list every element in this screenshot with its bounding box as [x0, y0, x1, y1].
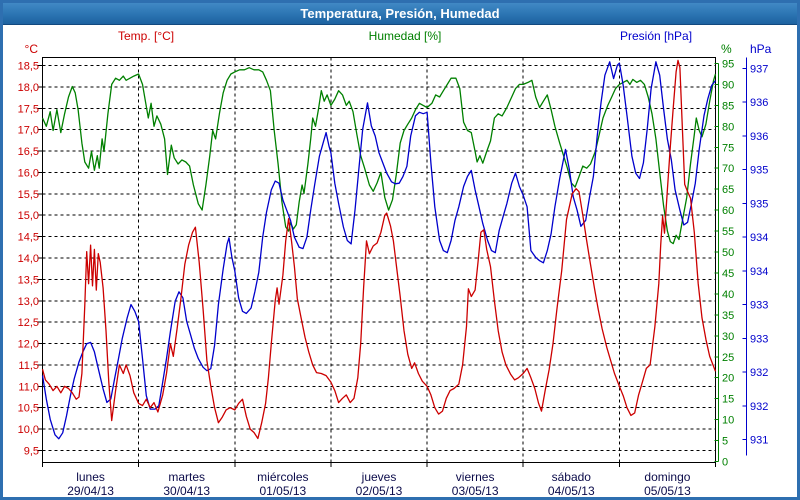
humidity-tick-label: 20: [722, 373, 734, 385]
pressure-tick-label: 937: [750, 64, 768, 76]
day-date-label: 05/05/13: [644, 484, 691, 498]
humidity-tick-label: 15: [722, 394, 734, 406]
humidity-tick-label: 40: [722, 289, 734, 301]
humidity-tick-label: 75: [722, 142, 734, 154]
day-date-label: 29/04/13: [67, 484, 114, 498]
day-name-label: jueves: [361, 470, 397, 484]
legend-pressure-label: Presión [hPa]: [620, 29, 693, 43]
humidity-tick-label: 65: [722, 184, 734, 196]
title-bar: Temperatura, Presión, Humedad: [3, 3, 797, 25]
day-date-label: 03/05/13: [452, 484, 499, 498]
temp-tick-label: 16,5: [18, 146, 39, 158]
pressure-tick-label: 934: [750, 266, 768, 278]
temp-tick-label: 11,0: [18, 381, 39, 393]
pressure-tick-label: 935: [750, 165, 768, 177]
temp-axis-unit: °C: [24, 42, 38, 56]
day-name-label: martes: [168, 470, 205, 484]
temp-tick-label: 12,0: [18, 339, 39, 351]
pressure-tick-label: 933: [750, 333, 768, 345]
humidity-tick-label: 70: [722, 163, 734, 175]
temp-tick-label: 11,5: [18, 360, 39, 372]
humidity-tick-label: 30: [722, 331, 734, 343]
day-date-label: 30/04/13: [163, 484, 210, 498]
pressure-tick-label: 933: [750, 300, 768, 312]
pressure-tick-label: 936: [750, 131, 768, 143]
pressure-tick-label: 934: [750, 232, 768, 244]
pressure-tick-label: 935: [750, 198, 768, 210]
day-name-label: sábado: [552, 470, 592, 484]
humidity-tick-label: 90: [722, 79, 734, 91]
pressure-axis-unit: hPa: [750, 42, 772, 56]
temp-tick-label: 13,0: [18, 296, 39, 308]
series-temp: [41, 59, 717, 440]
temp-tick-label: 13,5: [18, 274, 39, 286]
humidity-tick-label: 5: [722, 436, 728, 448]
legend-humidity-label: Humedad [%]: [368, 29, 442, 43]
axis-ticks: [37, 57, 747, 467]
humidity-tick-label: 80: [722, 121, 734, 133]
humidity-tick-label: 85: [722, 100, 734, 112]
series-humidity: [41, 67, 717, 245]
pressure-tick-label: 932: [750, 367, 768, 379]
humidity-tick-label: 95: [722, 59, 734, 71]
temp-tick-label: 14,0: [18, 253, 39, 265]
legend-temp-label: Temp. [°C]: [118, 29, 175, 43]
day-name-label: miércoles: [257, 470, 308, 484]
day-date-label: 01/05/13: [259, 484, 306, 498]
plot-area: [42, 57, 716, 463]
humidity-tick-label: 55: [722, 226, 734, 238]
temp-tick-label: 10,5: [18, 403, 39, 415]
humidity-tick-label: 0: [722, 457, 728, 469]
pressure-tick-label: 932: [750, 401, 768, 413]
temp-line: [41, 59, 717, 440]
humidity-tick-label: 25: [722, 352, 734, 364]
temp-tick-label: 15,0: [18, 210, 39, 222]
humidity-line: [41, 67, 717, 245]
temp-tick-label: 14,5: [18, 232, 39, 244]
window-title: Temperatura, Presión, Humedad: [300, 6, 500, 21]
humidity-tick-label: 60: [722, 205, 734, 217]
humidity-tick-label: 35: [722, 310, 734, 322]
temp-tick-label: 10,0: [18, 424, 39, 436]
temp-tick-label: 18,5: [18, 61, 39, 73]
temp-tick-label: 17,0: [18, 125, 39, 137]
humidity-tick-label: 50: [722, 247, 734, 259]
humidity-tick-label: 10: [722, 415, 734, 427]
temp-tick-label: 16,0: [18, 167, 39, 179]
day-name-label: lunes: [76, 470, 105, 484]
day-date-label: 02/05/13: [356, 484, 403, 498]
pressure-tick-label: 936: [750, 97, 768, 109]
day-name-label: domingo: [644, 470, 690, 484]
temp-tick-label: 18,0: [18, 82, 39, 94]
temp-tick-label: 17,5: [18, 103, 39, 115]
pressure-tick-label: 931: [750, 435, 768, 447]
day-date-label: 04/05/13: [548, 484, 595, 498]
day-name-label: viernes: [456, 470, 495, 484]
axis-labels: 18,5 18,0 17,5 17,0 16,5 16,0 15,5 15,0 14,5 14,0…: [18, 59, 769, 499]
temp-tick-label: 9,5: [24, 446, 39, 458]
humidity-axis-unit: %: [721, 42, 732, 56]
humidity-tick-label: 45: [722, 268, 734, 280]
temp-tick-label: 15,5: [18, 189, 39, 201]
temp-tick-label: 12,5: [18, 317, 39, 329]
